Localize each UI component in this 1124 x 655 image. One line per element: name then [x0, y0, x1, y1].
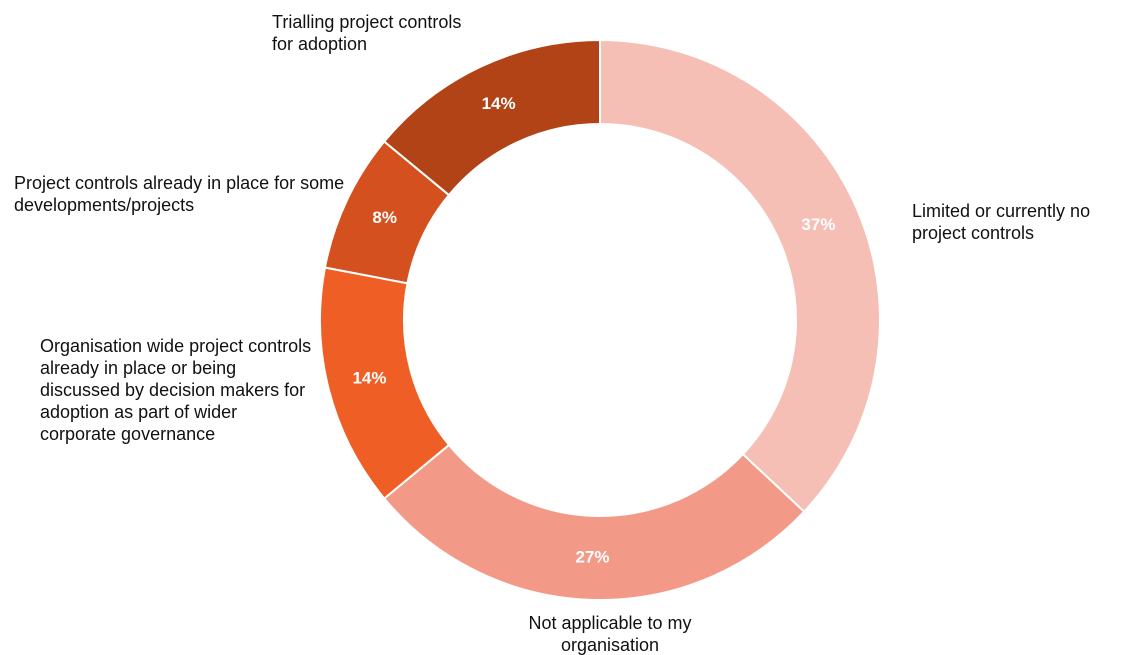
segment-label: Limited or currently no project controls — [912, 201, 1091, 243]
donut-segment — [599, 38, 881, 514]
segment-label: Project controls already in place for so… — [14, 173, 345, 215]
data-label: 27% — [576, 547, 610, 566]
data-label: 14% — [482, 94, 516, 113]
donut-segment — [382, 38, 601, 197]
data-label: 8% — [372, 208, 397, 227]
segment-label: Not applicable to my organisation — [528, 613, 692, 655]
segment-label: Organisation wide project controls alrea… — [40, 336, 312, 444]
donut-segment — [382, 443, 806, 601]
segment-label: Trialling project controls for adoption — [272, 12, 462, 54]
data-label: 37% — [801, 215, 835, 234]
data-label: 14% — [352, 369, 386, 388]
